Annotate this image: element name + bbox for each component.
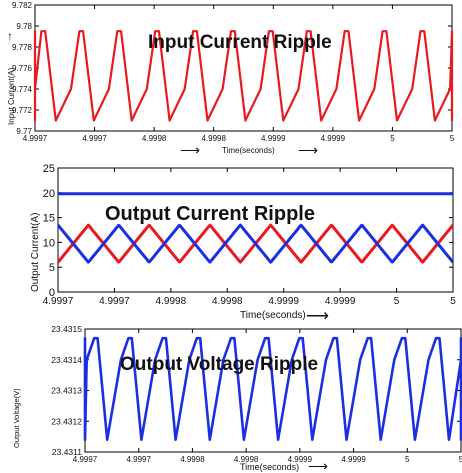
x-tick-label: 4.9997 bbox=[126, 455, 151, 464]
x-axis-arrow: ⟶ bbox=[308, 458, 328, 473]
y-tick-label: 10 bbox=[43, 237, 55, 249]
series-line bbox=[33, 30, 454, 122]
x-axis-arrow: ⟶ bbox=[306, 308, 329, 325]
chart-title: Output Current Ripple bbox=[105, 203, 315, 225]
x-tick-label: 4.9997 bbox=[99, 296, 130, 307]
x-tick-label: 4.9998 bbox=[212, 296, 243, 307]
y-tick-label: 23.4312 bbox=[51, 416, 82, 426]
y-tick-label: 25 bbox=[43, 163, 55, 175]
y-tick-label: 9.778 bbox=[12, 43, 33, 52]
y-tick-label: 20 bbox=[43, 188, 55, 200]
x-tick-label: 5 bbox=[405, 455, 410, 464]
x-axis-arrow: ⟶ bbox=[298, 142, 318, 158]
x-tick-label: 4.9997 bbox=[43, 296, 74, 307]
chart-title: Input Current Ripple bbox=[148, 32, 332, 53]
x-tick-label: 4.9997 bbox=[23, 134, 48, 143]
y-tick-label: 23.4311 bbox=[52, 447, 82, 457]
series-line bbox=[83, 336, 462, 441]
y-tick-label: 9.776 bbox=[12, 64, 33, 73]
x-tick-label: 4.9997 bbox=[82, 134, 107, 143]
y-tick-label: 23.4314 bbox=[51, 355, 82, 365]
y-tick-label: 23.4315 bbox=[51, 324, 82, 334]
x-tick-label: 4.9999 bbox=[268, 296, 299, 307]
x-tick-label: 5 bbox=[450, 296, 456, 307]
x-tick-label: 4.9999 bbox=[288, 455, 313, 464]
x-axis-arrow-left: ⟶ bbox=[180, 142, 200, 158]
ticks: 23.431523.431423.431323.431223.43114.999… bbox=[51, 324, 462, 464]
y-tick-label: 9.774 bbox=[12, 85, 33, 94]
series-line-blue bbox=[56, 223, 455, 264]
x-tick-label: 4.9999 bbox=[341, 455, 366, 464]
y-tick-label: 9.782 bbox=[12, 1, 33, 10]
x-tick-label: 4.9998 bbox=[180, 455, 205, 464]
chart-title: Output Voltage Ripple bbox=[120, 354, 318, 375]
y-tick-label: 23.4313 bbox=[51, 386, 82, 396]
x-tick-label: 4.9998 bbox=[142, 134, 167, 143]
x-axis-label: Time(seconds) bbox=[222, 146, 275, 155]
x-tick-label: 5 bbox=[450, 134, 455, 143]
y-tick-label: 0 bbox=[49, 287, 55, 299]
x-axis-label: Time(seconds) bbox=[240, 462, 299, 472]
y-tick-label: 15 bbox=[43, 213, 55, 225]
y-tick-label: 9.772 bbox=[12, 106, 33, 115]
x-tick-label: 4.9998 bbox=[201, 134, 226, 143]
x-axis-label: Time(seconds) bbox=[240, 310, 306, 321]
y-tick-label: 9.78 bbox=[16, 22, 32, 31]
x-tick-label: 4.9999 bbox=[321, 134, 346, 143]
plot-frame bbox=[57, 167, 454, 293]
x-tick-label: 4.9999 bbox=[325, 296, 356, 307]
y-tick-label: 9.77 bbox=[16, 127, 32, 136]
x-tick-label: 4.9999 bbox=[261, 134, 286, 143]
y-axis-label: Output Voltage(V) bbox=[12, 388, 21, 448]
panel-output-voltage: 23.431523.431423.431323.431223.43114.999… bbox=[12, 324, 462, 473]
y-axis-label: Input Current(A) bbox=[7, 67, 16, 125]
x-tick-label: 4.9997 bbox=[73, 455, 98, 464]
x-tick-label: 5 bbox=[390, 134, 395, 143]
y-axis-arrow: ↑ bbox=[7, 29, 13, 43]
y-tick-label: 5 bbox=[49, 262, 55, 274]
x-tick-label: 4.9998 bbox=[156, 296, 187, 307]
x-tick-label: 5 bbox=[459, 455, 462, 464]
y-axis-label: Output Current(A) bbox=[30, 213, 41, 292]
x-tick-label: 5 bbox=[394, 296, 400, 307]
x-tick-label: 4.9998 bbox=[234, 455, 259, 464]
